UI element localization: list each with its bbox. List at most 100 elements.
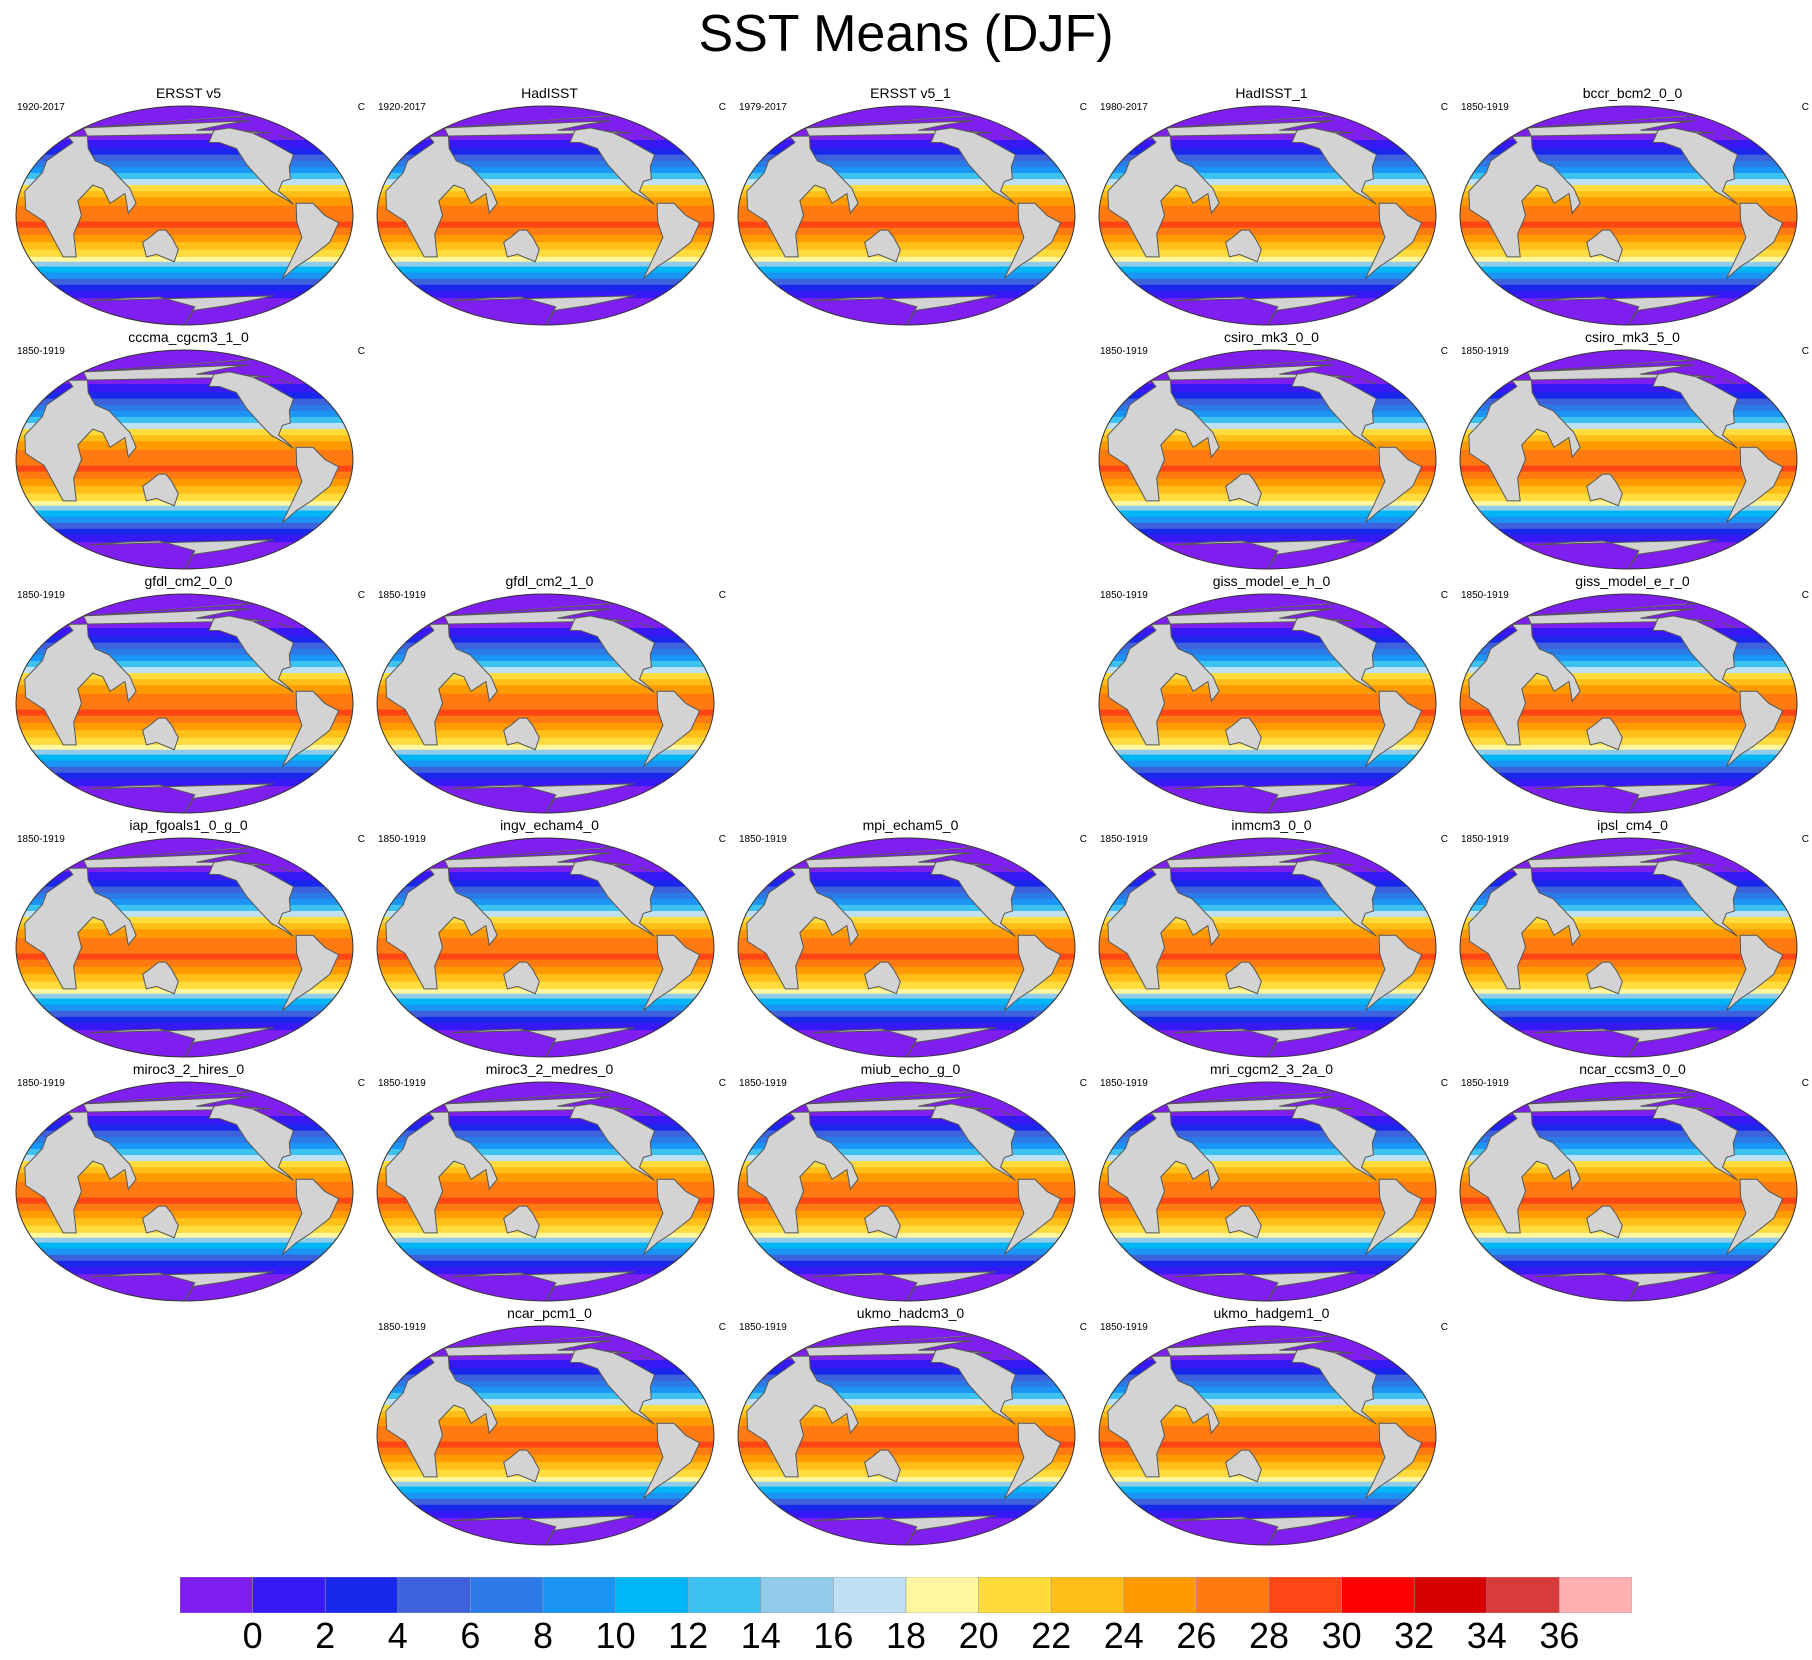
sst-band (1099, 715, 1436, 724)
map-outline (15, 105, 354, 326)
colorbar-swatch (760, 1577, 834, 1613)
sst-band (377, 1425, 714, 1443)
land-mass (1652, 371, 1739, 449)
sst-band (16, 1116, 353, 1126)
sst-band (738, 1441, 1075, 1449)
sst-band (1460, 179, 1797, 186)
land-mass (1468, 1096, 1715, 1234)
map-outline (1459, 105, 1798, 326)
land-mass (281, 1178, 340, 1256)
land-mass (1003, 1178, 1062, 1256)
map-panel: ERSST v5 1920-2017 C (8, 85, 369, 328)
panel-period: 1850-1919 (17, 346, 65, 357)
sst-band (1460, 1237, 1797, 1244)
sst-band (1460, 872, 1797, 882)
sst-band (16, 673, 353, 680)
sst-band (738, 1380, 1075, 1388)
map-panel: ukmo_hadgem1_0 1850-1919 C (1091, 1305, 1452, 1548)
sst-band (1460, 1225, 1797, 1234)
sst-map (1459, 349, 1798, 570)
sst-band (738, 1476, 1075, 1483)
sst-band (1460, 191, 1797, 198)
sst-band (1460, 1210, 1797, 1219)
colorbar-tick-label: 26 (1176, 1615, 1217, 1656)
sst-map (15, 105, 354, 326)
panel-period: 1850-1919 (1461, 834, 1509, 845)
sst-band (377, 872, 714, 882)
sst-band (1460, 660, 1797, 668)
sst-band (1099, 1360, 1436, 1370)
sst-band (1460, 140, 1797, 150)
sst-band (16, 1142, 353, 1150)
sst-band (377, 1260, 714, 1268)
sst-band (738, 1368, 1075, 1376)
sst-band (1460, 154, 1797, 162)
land-mass (503, 961, 540, 995)
sst-band (738, 1203, 1075, 1212)
sst-band (16, 441, 353, 451)
sst-band (1460, 709, 1797, 717)
land-mass (1291, 859, 1378, 937)
land-mass (1652, 127, 1739, 205)
sst-band (1099, 993, 1436, 1000)
sst-band (16, 516, 353, 524)
sst-band (1099, 429, 1436, 436)
sst-band (377, 1266, 714, 1275)
land-mass (746, 120, 993, 258)
sst-band (1099, 1486, 1436, 1494)
sst-band (16, 465, 353, 473)
sst-band (377, 205, 714, 223)
land-mass (1652, 615, 1739, 693)
sst-band (377, 772, 714, 780)
sst-band (16, 1210, 353, 1219)
colorbar-swatch (1050, 1577, 1125, 1613)
land-mass (642, 1178, 701, 1256)
sst-map (376, 1081, 715, 1302)
panel-period: 1850-1919 (1100, 590, 1148, 601)
sst-band (738, 981, 1075, 990)
sst-band (1460, 528, 1797, 536)
sst-band (377, 1504, 714, 1512)
sst-band (16, 234, 353, 243)
sst-band (1099, 1441, 1436, 1449)
land-mass (569, 1347, 656, 1425)
sst-band (1460, 923, 1797, 930)
sst-band (738, 1124, 1075, 1132)
sst-band (1099, 392, 1436, 400)
map-panel: HadISST 1920-2017 C (369, 85, 730, 328)
sst-band (1460, 898, 1797, 906)
sst-band (16, 715, 353, 724)
sst-band (738, 929, 1075, 939)
sst-band (738, 266, 1075, 274)
sst-band (1460, 685, 1797, 695)
map-panel: ERSST v5_1 1979-2017 C (730, 85, 1091, 328)
sst-band (1460, 486, 1797, 495)
sst-band (1460, 917, 1797, 924)
sst-band (738, 154, 1075, 162)
sst-band (1099, 449, 1436, 467)
sst-band (1099, 636, 1436, 644)
sst-band (1099, 398, 1436, 406)
panel-unit: C (1079, 1322, 1087, 1333)
land-mass (208, 1103, 295, 1181)
land-mass (1225, 229, 1262, 263)
sst-band (377, 760, 714, 768)
sst-band (1099, 1148, 1436, 1156)
sst-band (16, 754, 353, 762)
map-outline (737, 105, 1076, 326)
map-outline (1459, 1081, 1798, 1302)
sst-band (16, 737, 353, 746)
sst-band (1460, 278, 1797, 286)
sst-band (738, 1237, 1075, 1244)
sst-band (1460, 234, 1797, 243)
sst-band (1099, 160, 1436, 168)
sst-band (1099, 1248, 1436, 1256)
sst-band (1099, 534, 1436, 543)
colorbar-tick-label: 8 (532, 1615, 554, 1656)
sst-band (16, 654, 353, 662)
sst-band (16, 471, 353, 480)
map-outline (15, 837, 354, 1058)
sst-band (16, 1022, 353, 1031)
sst-band (16, 534, 353, 543)
sst-band (16, 185, 353, 192)
